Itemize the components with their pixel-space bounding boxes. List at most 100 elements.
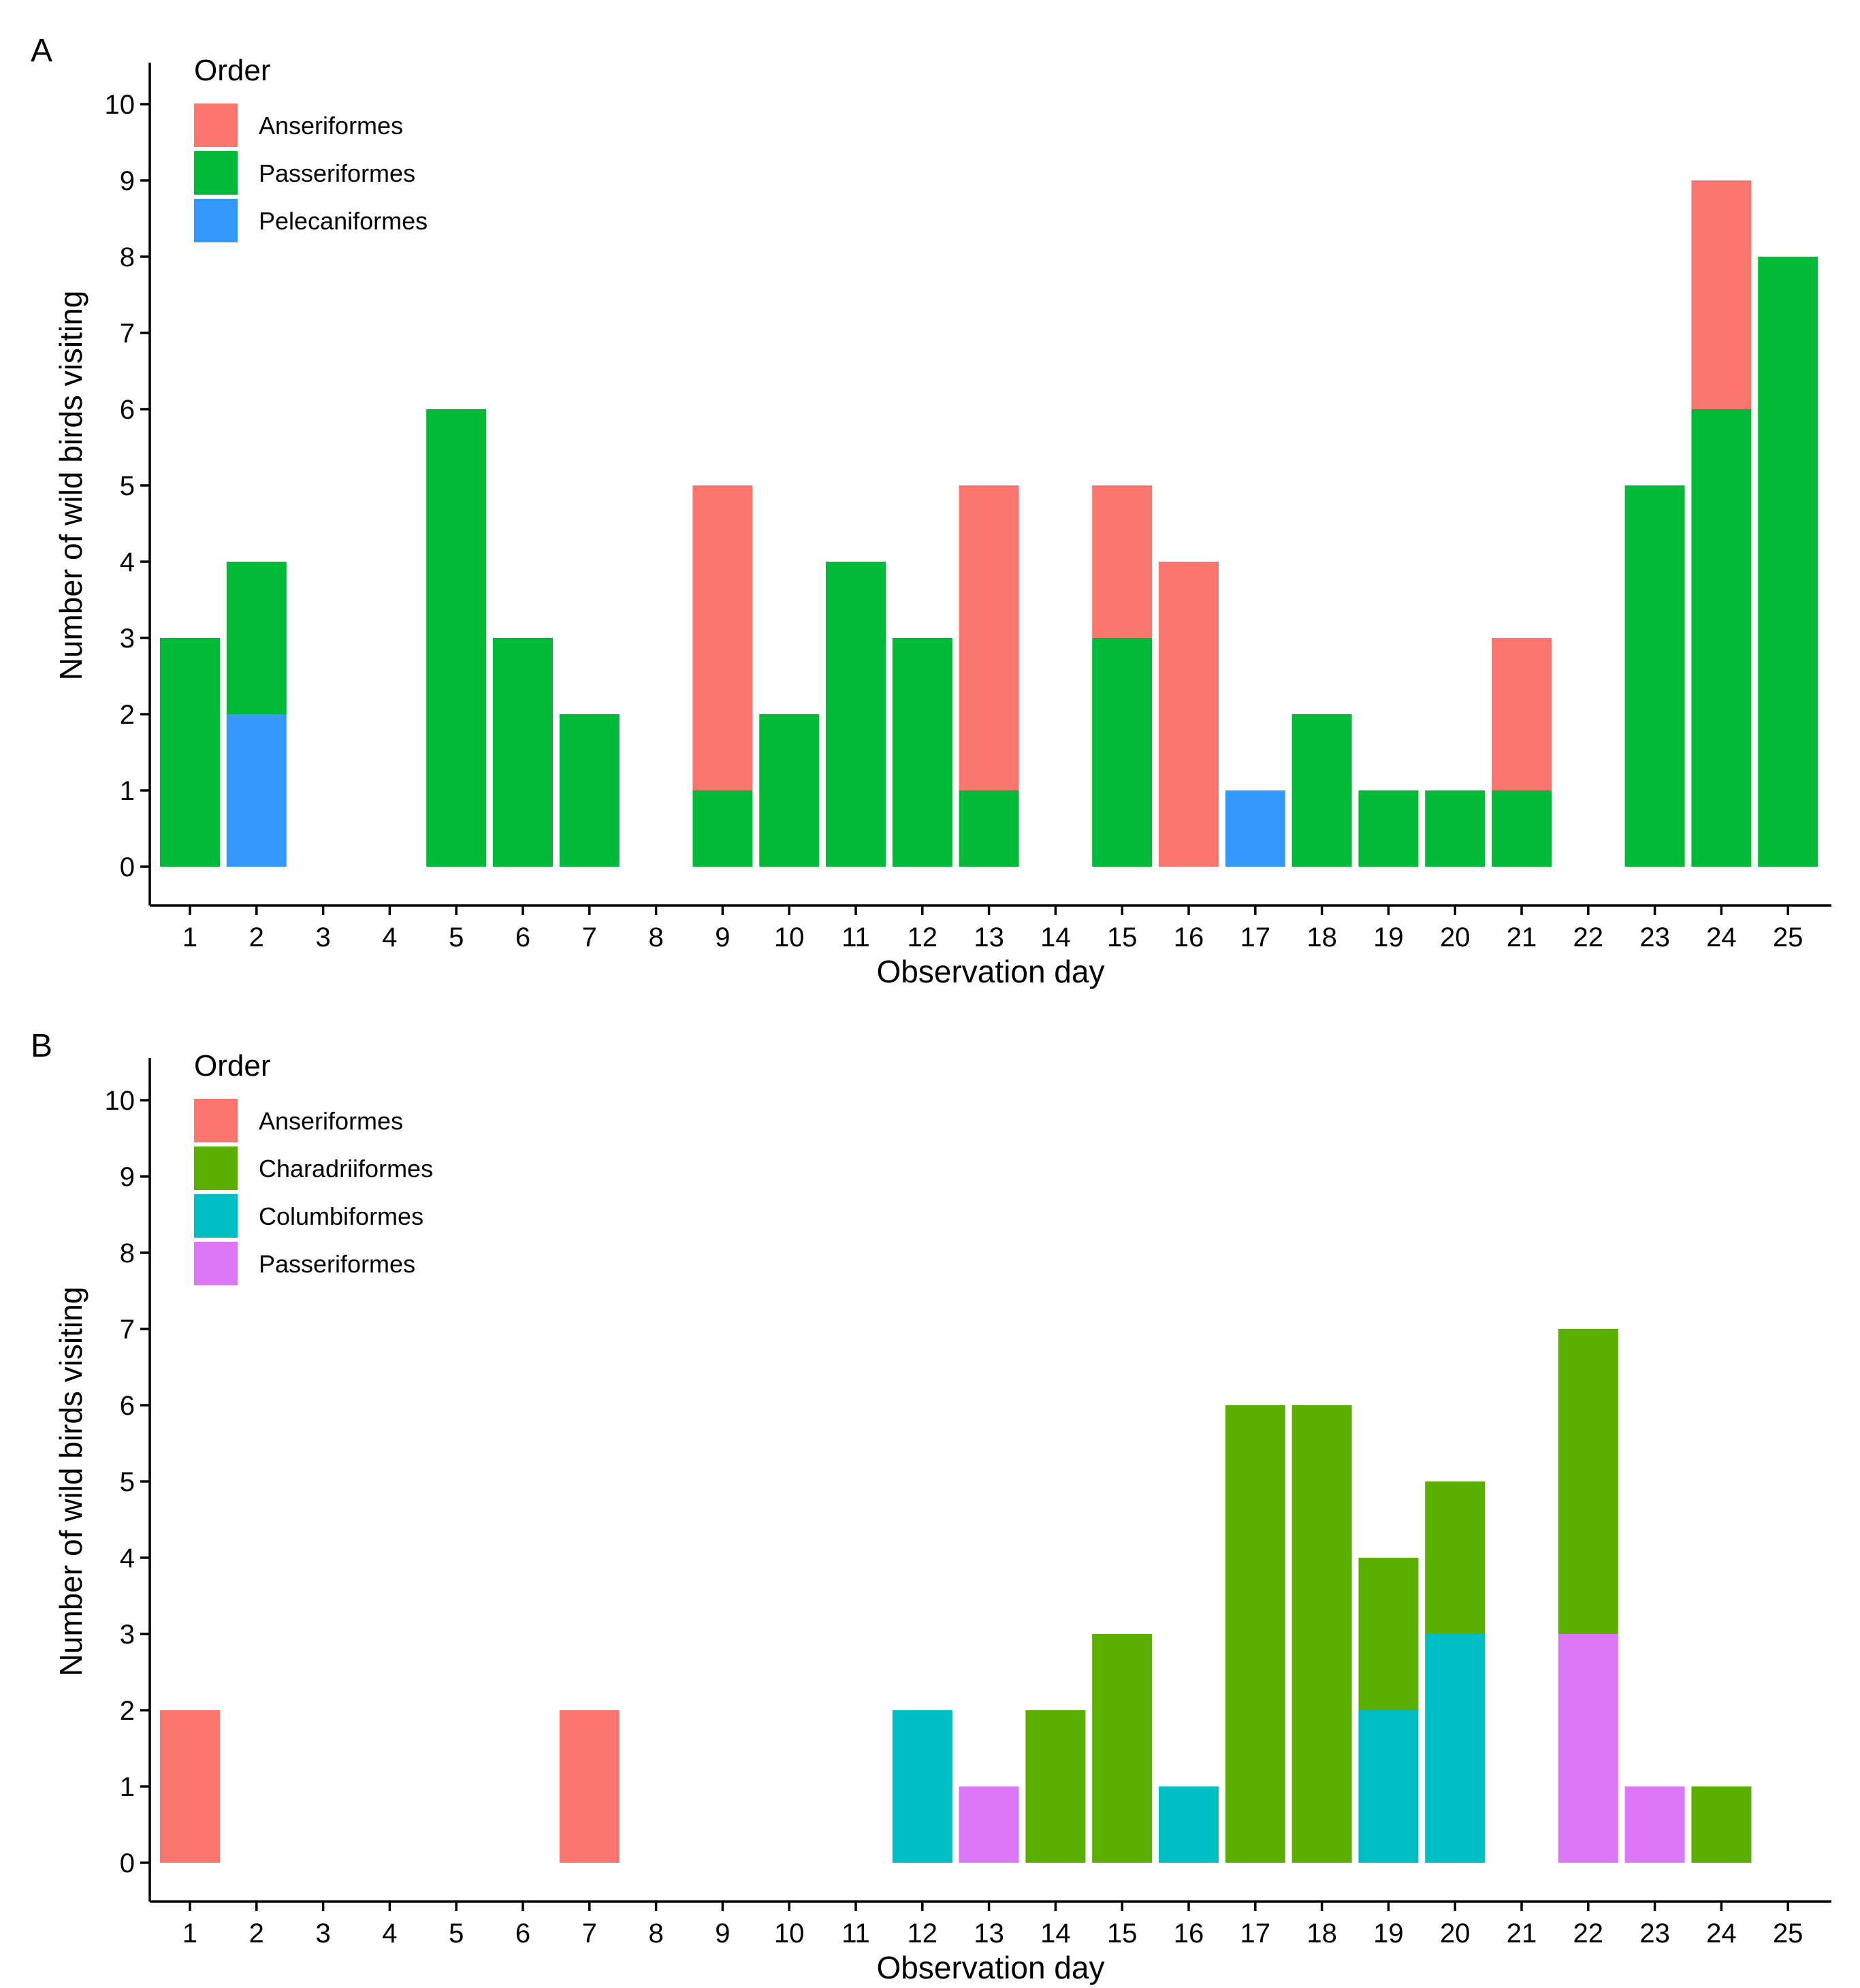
y-tick-label: 8	[120, 1238, 135, 1268]
bar-passeriformes-day-2	[226, 562, 287, 714]
bar-charadriiformes-day-14	[1025, 1710, 1086, 1863]
x-tick-label: 10	[774, 1919, 805, 1949]
bar-charadriiformes-day-20	[1425, 1481, 1486, 1634]
x-tick-label: 3	[315, 923, 330, 952]
y-tick-label: 0	[120, 852, 135, 882]
x-tick-label: 5	[449, 1919, 464, 1949]
legend-key-pelecaniformes	[194, 199, 238, 242]
x-tick-label: 20	[1440, 1919, 1471, 1949]
legend-key-passeriformes	[194, 1242, 238, 1285]
bar-passeriformes-day-23	[1624, 1786, 1685, 1863]
y-tick-label: 7	[120, 319, 135, 349]
bar-passeriformes-day-22	[1558, 1634, 1618, 1863]
bar-passeriformes-day-9	[692, 790, 753, 867]
y-tick-label: 6	[120, 1391, 135, 1421]
y-tick-label: 3	[120, 1620, 135, 1650]
x-tick-label: 24	[1706, 923, 1737, 952]
x-tick-label: 9	[715, 923, 730, 952]
x-tick-label: 7	[582, 1919, 597, 1949]
y-tick-label: 5	[120, 471, 135, 501]
bar-passeriformes-day-13	[959, 790, 1019, 867]
legend-label-columbiformes: Columbiformes	[259, 1202, 423, 1230]
x-tick-label: 2	[249, 1919, 264, 1949]
y-tick-label: 5	[120, 1467, 135, 1497]
x-tick-label: 21	[1507, 923, 1537, 952]
y-tick-label: 1	[120, 776, 135, 806]
bar-pelecaniformes-day-2	[226, 714, 287, 867]
bar-passeriformes-day-5	[426, 409, 487, 867]
bar-passeriformes-day-13	[959, 1786, 1019, 1863]
x-tick-label: 18	[1306, 1919, 1337, 1949]
panel-label: A	[31, 33, 52, 69]
y-axis-title: Number of wild birds visiting	[53, 1287, 89, 1677]
x-tick-label: 16	[1174, 923, 1204, 952]
x-tick-label: 17	[1240, 923, 1271, 952]
x-tick-label: 5	[449, 923, 464, 952]
bar-columbiformes-day-12	[892, 1710, 952, 1863]
x-tick-label: 16	[1174, 1919, 1204, 1949]
x-axis-title: Observation day	[877, 954, 1105, 989]
y-tick-label: 2	[120, 700, 135, 730]
legend-label-passeriformes: Passeriformes	[259, 1250, 415, 1278]
bar-passeriformes-day-20	[1425, 790, 1486, 867]
y-tick-label: 2	[120, 1696, 135, 1726]
x-tick-label: 1	[182, 923, 197, 952]
x-axis-title: Observation day	[877, 1950, 1105, 1985]
bar-anseriformes-day-21	[1492, 638, 1552, 790]
bar-anseriformes-day-7	[559, 1710, 620, 1863]
y-tick-label: 1	[120, 1772, 135, 1802]
x-tick-label: 4	[382, 1919, 397, 1949]
legend-label-anseriformes: Anseriformes	[259, 1107, 403, 1135]
panel-label: B	[31, 1028, 52, 1064]
bar-charadriiformes-day-18	[1292, 1405, 1352, 1863]
bar-passeriformes-day-6	[493, 638, 553, 867]
x-tick-label: 2	[249, 923, 264, 952]
x-tick-label: 21	[1507, 1919, 1537, 1949]
y-tick-label: 6	[120, 395, 135, 425]
x-tick-label: 18	[1306, 923, 1337, 952]
y-tick-label: 7	[120, 1315, 135, 1345]
x-tick-label: 6	[515, 923, 530, 952]
x-tick-label: 24	[1706, 1919, 1737, 1949]
y-tick-label: 3	[120, 624, 135, 654]
x-tick-label: 7	[582, 923, 597, 952]
x-tick-label: 13	[974, 1919, 1004, 1949]
x-tick-label: 25	[1773, 1919, 1803, 1949]
bar-anseriformes-day-1	[160, 1710, 220, 1863]
bar-columbiformes-day-19	[1358, 1710, 1419, 1863]
x-tick-label: 13	[974, 923, 1004, 952]
x-tick-label: 10	[774, 923, 805, 952]
x-tick-label: 8	[648, 1919, 663, 1949]
x-tick-label: 6	[515, 1919, 530, 1949]
legend-key-anseriformes	[194, 103, 238, 147]
legend-title: Order	[194, 54, 270, 87]
x-tick-label: 17	[1240, 1919, 1271, 1949]
y-tick-label: 10	[105, 90, 135, 120]
legend-label-passeriformes: Passeriformes	[259, 159, 415, 187]
y-tick-label: 9	[120, 1162, 135, 1192]
y-tick-label: 0	[120, 1848, 135, 1878]
x-tick-label: 4	[382, 923, 397, 952]
bar-pelecaniformes-day-17	[1225, 790, 1285, 867]
legend-key-columbiformes	[194, 1194, 238, 1238]
bar-passeriformes-day-11	[826, 562, 886, 867]
x-tick-label: 9	[715, 1919, 730, 1949]
bar-passeriformes-day-1	[160, 638, 220, 867]
bar-charadriiformes-day-17	[1225, 1405, 1285, 1863]
x-tick-label: 11	[841, 923, 870, 952]
x-tick-label: 14	[1040, 923, 1071, 952]
legend-label-anseriformes: Anseriformes	[259, 112, 403, 140]
x-tick-label: 23	[1639, 923, 1670, 952]
bar-passeriformes-day-25	[1758, 257, 1818, 867]
bar-anseriformes-day-15	[1092, 485, 1153, 638]
legend: Order Anseriformes Passeriformes Pelecanifo…	[194, 54, 428, 242]
legend-title: Order	[194, 1049, 270, 1083]
y-axis-title: Number of wild birds visiting	[53, 291, 89, 681]
y-tick-label: 4	[120, 1543, 135, 1573]
x-tick-label: 20	[1440, 923, 1471, 952]
x-tick-label: 22	[1573, 1919, 1604, 1949]
x-tick-label: 15	[1107, 1919, 1138, 1949]
x-tick-label: 3	[315, 1919, 330, 1949]
